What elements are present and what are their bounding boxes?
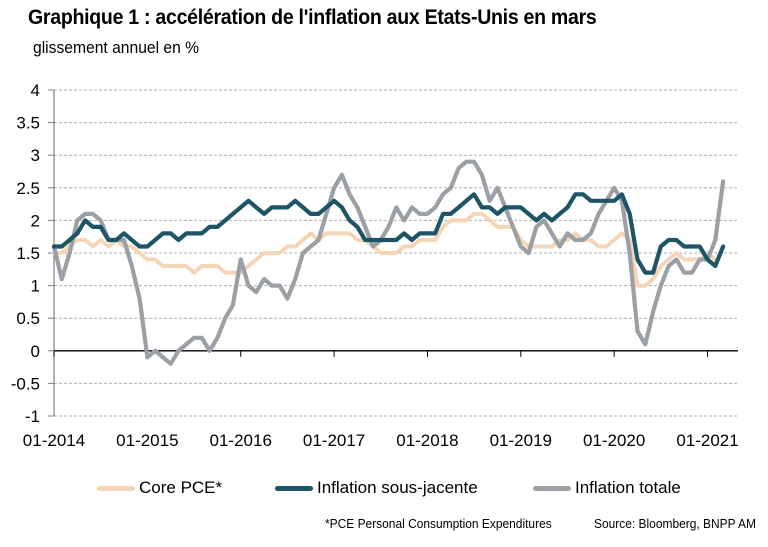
legend-item-sous-jacente: Inflation sous-jacente [275, 478, 478, 498]
x-tick-label: 01-2018 [396, 431, 458, 450]
legend-label-sous-jacente: Inflation sous-jacente [317, 478, 478, 497]
legend-label-totale: Inflation totale [575, 478, 681, 497]
y-tick-label: 1.5 [16, 244, 40, 263]
x-tick-label: 01-2019 [490, 431, 552, 450]
series-line [51, 159, 726, 366]
series-inflation-sous-jacente [51, 192, 726, 275]
legend-item-totale: Inflation totale [533, 478, 681, 498]
y-tick-label: 0 [31, 342, 40, 361]
x-tick-label: 01-2014 [23, 431, 85, 450]
x-tick-label: 01-2021 [676, 431, 738, 450]
legend-swatch-sous-jacente [275, 485, 313, 491]
legend-swatch-core-pce [97, 485, 135, 491]
y-tick-label: 3 [31, 146, 40, 165]
x-tick-label: 01-2020 [583, 431, 645, 450]
y-tick-label: 2 [31, 211, 40, 230]
series-core-pce [52, 211, 718, 288]
y-tick-label: 3.5 [16, 114, 40, 133]
x-tick-label: 01-2017 [303, 431, 365, 450]
y-axis-ticks: 4 3.5 3 2.5 2 1.5 1 0.5 0 -0.5 -1 [11, 81, 40, 426]
y-tick-label: 2.5 [16, 179, 40, 198]
y-tick-label: 1 [31, 277, 40, 296]
legend: Core PCE* Inflation sous-jacente Inflati… [0, 478, 768, 502]
x-tick-label: 01-2015 [116, 431, 178, 450]
pce-footnote: *PCE Personal Consumption Expenditures [325, 516, 552, 531]
y-tick-label: -1 [25, 407, 40, 426]
y-tick-label: -0.5 [11, 374, 40, 393]
y-tick-label: 4 [31, 81, 40, 100]
grid-layer [48, 89, 738, 417]
x-tick-label: 01-2016 [210, 431, 272, 450]
legend-label-core-pce: Core PCE* [139, 478, 223, 497]
legend-swatch-totale [533, 485, 571, 491]
series-line [52, 211, 718, 288]
legend-item-core-pce: Core PCE* [97, 478, 222, 498]
y-tick-label: 0.5 [16, 309, 40, 328]
x-axis-ticks: 01-2014 01-2015 01-2016 01-2017 01-2018 01-20… [23, 431, 739, 450]
line-chart: 43.532.521.510.50-0.5-1 01-2014 01-2015 01… [11, 81, 739, 450]
series-inflation-totale [51, 159, 726, 366]
series-layer [51, 159, 726, 366]
source-note: Source: Bloomberg, BNPP AM [594, 516, 756, 531]
chart-subtitle: glissement annuel en % [33, 38, 200, 57]
chart-title: Graphique 1 : accélération de l'inflatio… [28, 6, 597, 29]
